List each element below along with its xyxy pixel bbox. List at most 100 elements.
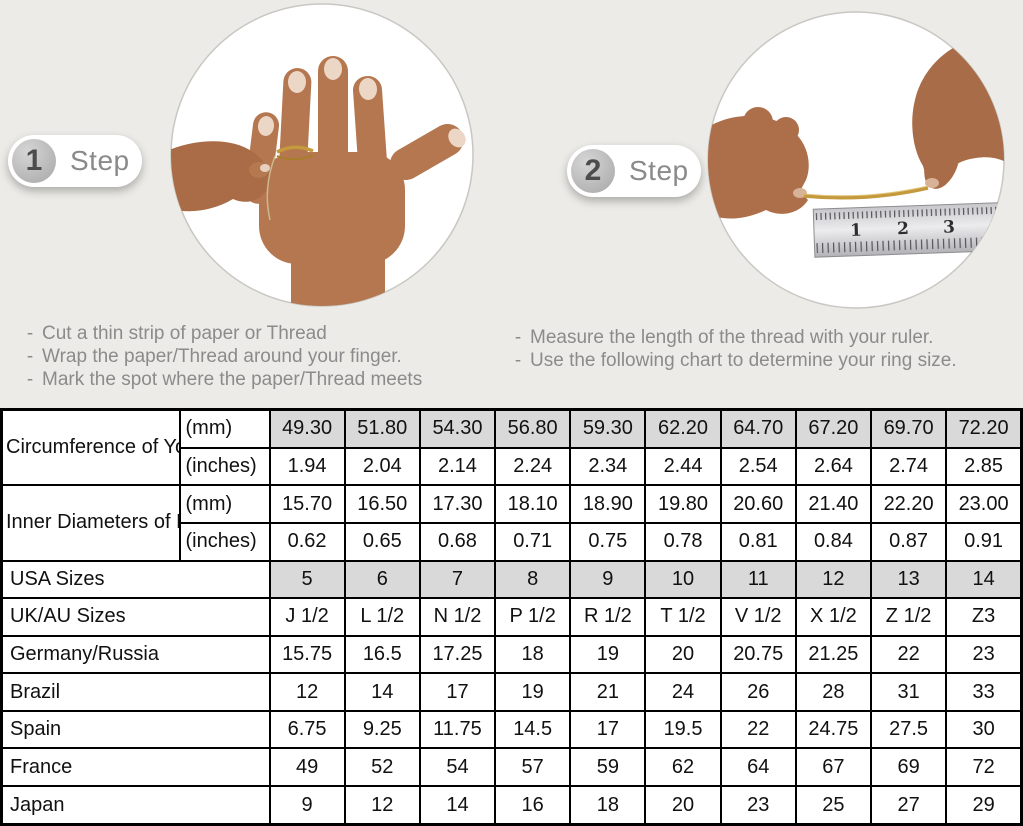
value-cell: 30: [945, 709, 1023, 750]
value-cell: 17.30: [418, 484, 497, 524]
value-cell: 12: [343, 785, 421, 826]
ruler-number-3: 3: [943, 217, 956, 237]
ring-size-table-body: Circumference of Your Finger(mm)49.3051.…: [0, 408, 1023, 826]
ruler-number-1: 1: [850, 221, 863, 241]
step-1-illustration: [170, 3, 474, 307]
value-cell: 20.75: [719, 634, 797, 675]
step-1-instructions: - Cut a thin strip of paper or Thread - Wra…: [18, 322, 493, 391]
instruction-item: - Mark the spot where the paper/Thread me…: [18, 368, 493, 391]
spread-hand-shape: [244, 56, 464, 306]
value-cell: 12: [268, 672, 346, 712]
row-label: Japan: [0, 785, 271, 826]
value-cell: 0.65: [343, 521, 421, 562]
table-row: Brazil 12 14 17 19 21 24 26 28 31 33: [0, 672, 1023, 712]
value-cell: 0.71: [494, 521, 572, 562]
value-cell: 2.74: [869, 446, 948, 487]
row-label: UK/AU Sizes: [0, 597, 271, 637]
step-2-instructions: - Measure the length of the thread with y…: [506, 326, 1021, 372]
value-cell: P 1/2: [494, 597, 572, 637]
value-cell: 67: [794, 747, 873, 788]
value-cell: 13: [869, 559, 948, 600]
value-cell: 2.14: [418, 446, 497, 487]
value-cell: 17.25: [418, 634, 497, 675]
value-cell: 22: [719, 709, 797, 750]
value-cell: 27: [869, 785, 948, 826]
value-cell: 33: [945, 672, 1023, 712]
unit-label: (mm): [178, 484, 271, 524]
value-cell: 52: [343, 747, 421, 788]
value-cell: 25: [794, 785, 873, 826]
value-cell: 18: [494, 634, 572, 675]
value-cell: 23: [945, 634, 1023, 675]
value-cell: 12: [794, 559, 873, 600]
value-cell: 16.5: [343, 634, 421, 675]
thread-around-finger: [266, 145, 314, 221]
value-cell: 21.25: [794, 634, 873, 675]
value-cell: 6: [343, 559, 421, 600]
ruler-number-2: 2: [897, 219, 910, 239]
value-cell: 19.80: [644, 484, 722, 524]
value-cell: 69: [869, 747, 948, 788]
value-cell: 72.20: [945, 408, 1023, 449]
value-cell: 23: [719, 785, 797, 826]
value-cell: 2.04: [343, 446, 421, 487]
step-2-photo: 1 2 3: [706, 10, 1006, 310]
value-cell: 29: [945, 785, 1023, 826]
value-cell: 56.80: [494, 408, 572, 449]
value-cell: 11: [719, 559, 797, 600]
table-row: Spain 6.75 9.25 11.75 14.5 17 19.5 22 24.75 27.5 3…: [0, 709, 1023, 750]
value-cell: 14.5: [494, 709, 572, 750]
table-row: UK/AU Sizes J 1/2 L 1/2 N 1/2 P 1/2 R 1/2 T 1/…: [0, 597, 1023, 637]
value-cell: 7: [418, 559, 497, 600]
value-cell: 0.91: [945, 521, 1023, 562]
left-fingernail: [793, 188, 807, 198]
bullet-dash: -: [26, 369, 34, 390]
row-label: Brazil: [0, 672, 271, 712]
value-cell: 0.62: [268, 521, 346, 562]
bullet-dash: -: [26, 346, 34, 367]
value-cell: Z 1/2: [869, 597, 948, 637]
step-1-label: Step: [70, 145, 130, 176]
value-cell: 0.87: [869, 521, 948, 562]
step-1-number: 1: [12, 139, 56, 183]
instruction-text: Cut a thin strip of paper or Thread: [42, 323, 327, 344]
value-cell: 57: [494, 747, 572, 788]
value-cell: 9: [569, 559, 647, 600]
table-row: Germany/Russia 15.75 16.5 17.25 18 19 20 20.75 2…: [0, 634, 1023, 675]
row-group-label: Circumference of Your Finger: [0, 408, 181, 487]
value-cell: 18.10: [494, 484, 572, 524]
value-cell: 2.64: [794, 446, 873, 487]
instruction-text: Use the following chart to determine you…: [530, 350, 957, 371]
value-cell: 1.94: [268, 446, 346, 487]
value-cell: 62: [644, 747, 722, 788]
value-cell: 17: [569, 709, 647, 750]
value-cell: 14: [343, 672, 421, 712]
value-cell: 0.68: [418, 521, 497, 562]
value-cell: 54.30: [418, 408, 497, 449]
value-cell: 6.75: [268, 709, 346, 750]
value-cell: 2.34: [569, 446, 647, 487]
value-cell: 49: [268, 747, 346, 788]
table-row: (inches) 1.94 2.04 2.14 2.24 2.34 2.44 2.54 2.64…: [2, 446, 1023, 487]
value-cell: 20: [644, 634, 722, 675]
value-cell: 19: [494, 672, 572, 712]
value-cell: N 1/2: [418, 597, 497, 637]
value-cell: 16.50: [343, 484, 421, 524]
value-cell: 72: [945, 747, 1023, 788]
table-row: Japan 9 12 14 16 18 20 23 25 27 29: [0, 785, 1023, 826]
table-row: Inner Diameters of Rings(mm)15.7016.5017…: [0, 484, 1023, 562]
row-label: USA Sizes: [0, 559, 271, 600]
value-cell: 69.70: [869, 408, 948, 449]
bullet-dash: -: [26, 323, 34, 344]
value-cell: 67.20: [794, 408, 873, 449]
value-cell: 24: [644, 672, 722, 712]
value-cell: 59: [569, 747, 647, 788]
value-cell: 24.75: [794, 709, 873, 750]
value-cell: 18.90: [569, 484, 647, 524]
value-cell: 14: [945, 559, 1023, 600]
instruction-item: - Use the following chart to determine yo…: [506, 349, 1021, 372]
row-group-label: Inner Diameters of Rings: [0, 484, 181, 562]
value-cell: 14: [418, 785, 497, 826]
value-cell: 2.24: [494, 446, 572, 487]
unit-label: (mm): [178, 408, 271, 449]
